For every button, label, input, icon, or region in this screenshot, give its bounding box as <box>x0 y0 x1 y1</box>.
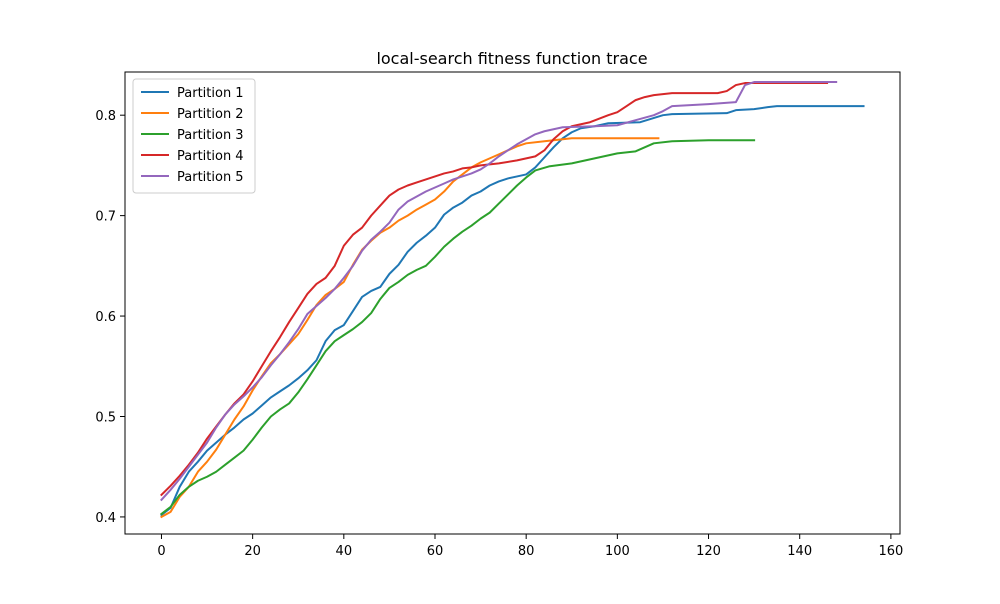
legend: Partition 1 Partition 2 Partition 3 Partiti… <box>132 78 256 194</box>
y-axis: 0.4 0.5 0.6 0.7 0.8 <box>95 109 125 526</box>
series-line-3 <box>160 139 756 516</box>
series-line-4 <box>160 82 829 497</box>
series-line-5 <box>160 81 838 502</box>
legend-label-2: Partition 2 <box>177 107 244 122</box>
x-tick-label: 20 <box>244 544 261 559</box>
x-tick-label: 0 <box>157 544 165 559</box>
y-tick-label: 0.7 <box>95 210 116 225</box>
series-line-2 <box>160 137 660 519</box>
chart-title: local-search fitness function trace <box>376 49 647 68</box>
x-tick-label: 60 <box>427 544 444 559</box>
y-tick-label: 0.8 <box>95 109 116 124</box>
y-tick-label: 0.4 <box>95 511 116 526</box>
legend-label-1: Partition 1 <box>177 86 244 101</box>
axes-frame <box>124 71 901 535</box>
legend-box <box>132 78 256 194</box>
x-tick-label: 100 <box>605 544 630 559</box>
legend-label-4: Partition 4 <box>177 149 244 164</box>
legend-label-3: Partition 3 <box>177 128 244 143</box>
plot-area <box>160 81 865 519</box>
series-line-1 <box>160 105 865 517</box>
x-tick-label: 140 <box>787 544 812 559</box>
y-tick-label: 0.5 <box>95 410 116 425</box>
legend-label-5: Partition 5 <box>177 170 244 185</box>
x-tick-label: 120 <box>696 544 721 559</box>
y-tick-label: 0.6 <box>95 310 116 325</box>
x-tick-label: 40 <box>336 544 353 559</box>
x-axis: 0 20 40 60 80 100 120 140 160 <box>157 534 903 559</box>
x-tick-label: 80 <box>518 544 535 559</box>
x-tick-label: 160 <box>878 544 903 559</box>
